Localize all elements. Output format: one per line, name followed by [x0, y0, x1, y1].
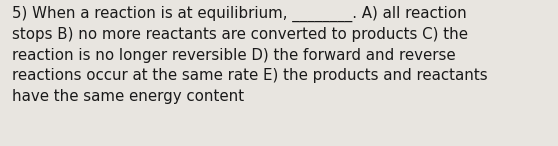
- Text: 5) When a reaction is at equilibrium, ________. A) all reaction
stops B) no more: 5) When a reaction is at equilibrium, __…: [12, 6, 488, 104]
